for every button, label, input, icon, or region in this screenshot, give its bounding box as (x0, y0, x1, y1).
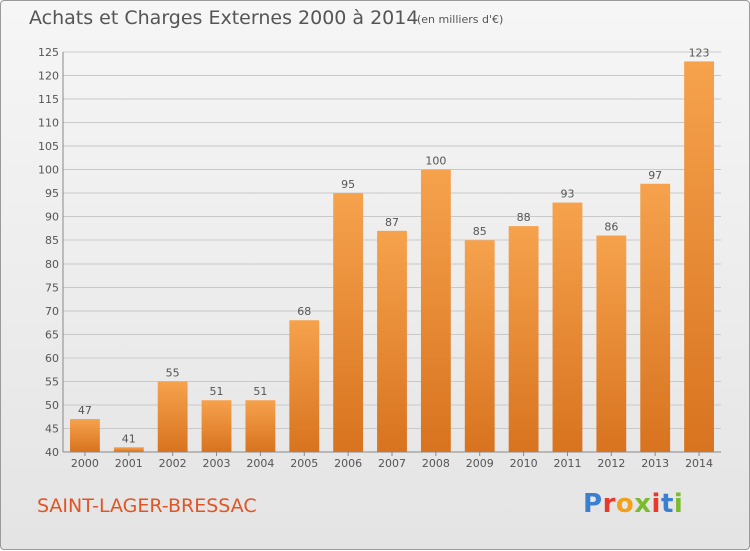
x-tick-label: 2005 (290, 457, 318, 470)
proxiti-logo[interactable]: Proxiti (583, 489, 683, 519)
bar (508, 226, 539, 452)
bar (245, 400, 276, 452)
logo-letter: r (602, 489, 616, 519)
x-tick-label: 2010 (510, 457, 538, 470)
bar-value-label: 68 (297, 305, 311, 318)
x-tick-label: 2014 (685, 457, 713, 470)
data-labels: 47 41 55 51 51 68 95 87 100 85 88 93 86 97 123 (78, 46, 710, 445)
bar-value-label: 86 (604, 221, 618, 234)
y-tick-label: 65 (45, 328, 59, 341)
bar (157, 381, 188, 452)
x-tick-label: 2002 (159, 457, 187, 470)
y-tick-label: 60 (45, 352, 59, 365)
logo-letter: P (583, 489, 603, 519)
bar (377, 230, 407, 452)
y-tick-label: 115 (38, 93, 59, 106)
bar (420, 169, 451, 452)
bar-value-label: 47 (78, 404, 92, 417)
bar-value-label: 123 (689, 46, 710, 59)
x-tick-label: 2011 (553, 457, 581, 470)
x-tick-label: 2001 (115, 457, 143, 470)
x-tick-label: 2009 (466, 457, 494, 470)
x-tick-label: 2012 (597, 457, 625, 470)
y-tick-label: 90 (45, 211, 59, 224)
bar (70, 419, 100, 452)
y-tick-label: 75 (45, 281, 59, 294)
bar (201, 400, 232, 452)
x-tick-label: 2000 (71, 457, 99, 470)
bar-value-label: 55 (166, 366, 180, 379)
bar-value-label: 51 (210, 385, 224, 398)
y-tick-label: 120 (38, 70, 59, 83)
x-tick-label: 2008 (422, 457, 450, 470)
x-tick-label: 2003 (203, 457, 231, 470)
logo-letter: x (634, 489, 652, 519)
bar-value-label: 51 (253, 385, 267, 398)
bar-value-label: 97 (648, 169, 662, 182)
logo-letter: o (615, 489, 635, 519)
bar (289, 320, 320, 452)
bar (596, 235, 627, 452)
y-tick-label: 85 (45, 234, 59, 247)
bar (552, 202, 583, 452)
bar-value-label: 95 (341, 178, 355, 191)
y-tick-label: 55 (45, 375, 59, 388)
axes: 40 45 50 55 60 65 70 75 80 85 90 95 100 105 110 115 120 1… (38, 46, 721, 470)
bar (464, 240, 495, 452)
bar-value-label: 85 (473, 225, 487, 238)
y-tick-label: 80 (45, 258, 59, 271)
y-tick-label: 70 (45, 305, 59, 318)
bar (333, 193, 364, 453)
y-tick-label: 110 (38, 117, 59, 130)
bar-value-label: 93 (560, 188, 574, 201)
bar-value-label: 87 (385, 216, 399, 229)
x-tick-label: 2006 (334, 457, 362, 470)
logo-letter: i (673, 489, 684, 519)
bar-value-label: 88 (517, 211, 531, 224)
logo-letter: i (651, 489, 661, 519)
y-tick-label: 45 (45, 422, 59, 435)
logo-letter: t (660, 489, 674, 519)
x-tick-label: 2007 (378, 457, 406, 470)
y-tick-label: 40 (45, 446, 59, 459)
bars (70, 61, 714, 453)
y-tick-label: 100 (38, 164, 59, 177)
bar (640, 183, 671, 452)
bar (684, 61, 714, 452)
town-name: SAINT-LAGER-BRESSAC (37, 495, 257, 517)
y-tick-label: 125 (38, 46, 59, 59)
x-tick-label: 2004 (246, 457, 274, 470)
y-tick-label: 95 (45, 187, 59, 200)
y-tick-label: 50 (45, 399, 59, 412)
y-tick-label: 105 (38, 140, 59, 153)
chart-subtitle: (en milliers d'€) (417, 13, 504, 26)
bar-value-label: 41 (122, 432, 136, 445)
bar (113, 447, 144, 452)
chart-title: Achats et Charges Externes 2000 à 2014 (29, 7, 419, 29)
x-tick-label: 2013 (641, 457, 669, 470)
bar-value-label: 100 (425, 155, 446, 168)
